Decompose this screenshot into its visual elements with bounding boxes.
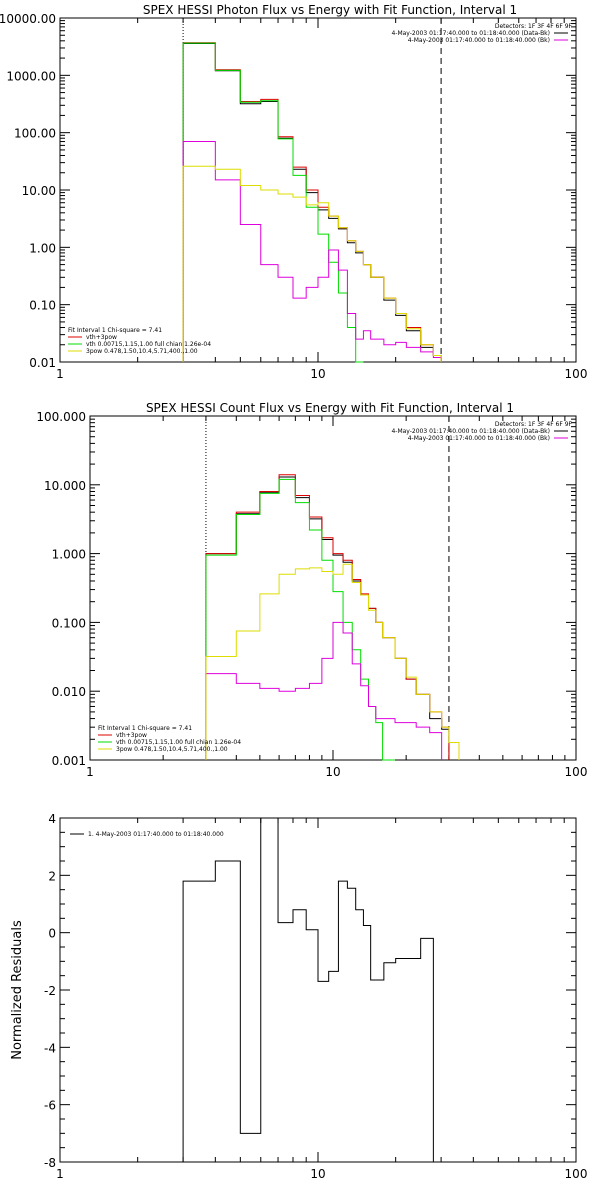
photon-flux-title: SPEX HESSI Photon Flux vs Energy with Fi… — [143, 3, 517, 17]
y-tick-label: 0.100 — [52, 616, 86, 630]
y-tick-label: -2 — [44, 984, 56, 998]
legend-text: Fit Interval 1 Chi-square = 7.41 — [98, 725, 192, 732]
legend-text: 4-May-2003 01:17:40.000 to 01:18:40.000 … — [391, 428, 550, 435]
y-tick-label: -4 — [44, 1041, 56, 1055]
count-flux-title: SPEX HESSI Count Flux vs Energy with Fit… — [146, 401, 514, 415]
x-tick-label: 1 — [56, 367, 64, 381]
residuals-plot-frame — [59, 817, 577, 1163]
y-tick-label: 10000.00 — [0, 12, 56, 26]
series-line-2 — [205, 478, 396, 761]
series-line-0 — [182, 42, 442, 362]
series-line-1 — [205, 474, 450, 760]
x-tick-label: 10 — [310, 1167, 325, 1181]
y-tick-label: 1.00 — [29, 241, 56, 255]
y-tick-label: 0.001 — [52, 754, 86, 768]
legend-text: Fit Interval 1 Chi-square = 7.41 — [68, 327, 162, 334]
legend-text: vth 0.00715,1.15,1.00 full chian 1.26e-0… — [116, 739, 241, 746]
x-tick-label: 10 — [325, 765, 340, 779]
legend-text: vth 0.00715,1.15,1.00 full chian 1.26e-0… — [86, 341, 211, 348]
legend-text: vth+3pow — [116, 732, 147, 739]
count-flux-panel: SPEX HESSI Count Flux vs Energy with Fit… — [36, 401, 587, 779]
x-tick-label: 100 — [565, 765, 588, 779]
x-tick-label: 10 — [310, 367, 325, 381]
y-tick-label: 10.00 — [22, 184, 56, 198]
photon-flux-panel: SPEX HESSI Photon Flux vs Energy with Fi… — [0, 3, 587, 381]
series-line-3 — [205, 621, 443, 760]
y-tick-label: -8 — [44, 1156, 56, 1170]
legend-text: Detectors: 1F 3F 4F 6F 9F — [495, 23, 573, 30]
y-tick-label: 100.000 — [36, 410, 86, 424]
series-line-0 — [205, 476, 450, 760]
y-tick-label: 1.000 — [52, 548, 86, 562]
y-tick-label: 4 — [48, 812, 56, 826]
x-tick-label: 1 — [86, 765, 94, 779]
legend-text: 3pow 0.478,1.50,10.4,5.71,400.,1.00 — [86, 348, 198, 355]
y-tick-label: 0.10 — [29, 299, 56, 313]
legend-text: 4-May-2003 01:17:40.000 to 01:18:40.000 … — [391, 30, 550, 37]
series-line-1 — [182, 42, 442, 362]
legend-text: 1. 4-May-2003 01:17:40.000 to 01:18:40.0… — [88, 831, 224, 838]
x-tick-label: 100 — [565, 367, 588, 381]
series-line-0 — [182, 817, 442, 1163]
legend-text: 4-May-2003 01:17:40.000 to 01:18:40.000 … — [408, 435, 550, 442]
y-tick-label: -6 — [44, 1099, 56, 1113]
legend-text: Detectors: 1F 3F 4F 6F 9F — [495, 421, 573, 428]
series-line-3 — [182, 141, 442, 362]
y-tick-label: 0.01 — [29, 356, 56, 370]
y-tick-label: 0.010 — [52, 685, 86, 699]
legend-text: vth+3pow — [86, 334, 117, 341]
y-tick-label: 2 — [48, 869, 56, 883]
y-tick-label: 100.00 — [14, 127, 56, 141]
series-line-4 — [182, 165, 442, 362]
x-tick-label: 1 — [56, 1167, 64, 1181]
legend-text: 3pow 0.478,1.50,10.4,5.71,400.,1.00 — [116, 746, 228, 753]
legend-text: 4-May-2003 01:17:40.000 to 01:18:40.000 … — [408, 37, 550, 44]
residuals-y-axis-label: Normalized Residuals — [10, 920, 25, 1060]
y-tick-label: 10.000 — [44, 479, 86, 493]
y-tick-label: 0 — [48, 927, 56, 941]
y-tick-label: 1000.00 — [6, 69, 56, 83]
residuals-panel: Normalized Residuals 1 10 100 4 2 0 -2 -4 -6 -8 1.… — [10, 812, 587, 1181]
series-line-2 — [182, 42, 364, 363]
series-line-4 — [205, 563, 460, 760]
x-tick-label: 100 — [565, 1167, 588, 1181]
